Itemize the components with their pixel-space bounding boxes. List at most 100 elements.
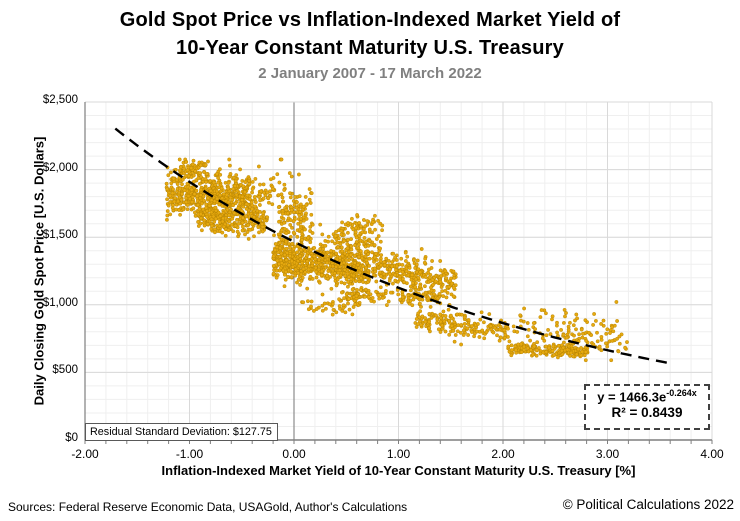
y-tick-label: $2,000 — [42, 161, 78, 174]
point — [323, 243, 328, 248]
point — [376, 234, 381, 239]
point — [340, 249, 345, 254]
point — [384, 303, 389, 308]
point — [271, 254, 276, 259]
point — [295, 280, 299, 285]
point — [345, 284, 350, 289]
x-tick-label: 4.00 — [700, 447, 724, 461]
point — [378, 274, 383, 279]
point — [455, 329, 460, 334]
point — [428, 304, 433, 309]
point — [284, 246, 289, 251]
point — [455, 312, 460, 317]
point — [435, 320, 439, 325]
point — [304, 217, 309, 221]
sources-note: Sources: Federal Reserve Economic Data, … — [8, 500, 408, 514]
point — [231, 175, 236, 180]
point — [339, 280, 344, 285]
point — [373, 227, 377, 232]
y-tick-label: $1,500 — [42, 229, 78, 242]
point — [178, 186, 183, 191]
point — [416, 311, 421, 316]
point — [399, 256, 404, 261]
point — [276, 205, 281, 210]
point — [227, 157, 232, 162]
point — [226, 186, 231, 191]
point — [452, 339, 457, 344]
point — [196, 203, 200, 207]
point — [296, 221, 301, 226]
point — [350, 312, 355, 317]
point — [355, 287, 359, 292]
point — [571, 354, 576, 359]
point — [364, 249, 368, 254]
residual-note-box: Residual Standard Deviation: $127.75 — [85, 423, 278, 441]
point — [231, 187, 236, 191]
point — [343, 273, 348, 278]
point — [241, 184, 246, 189]
point — [216, 210, 221, 215]
y-tick-label: $0 — [65, 432, 78, 444]
point — [284, 258, 289, 263]
point — [444, 295, 449, 300]
point — [562, 307, 567, 312]
point — [344, 292, 349, 297]
point — [484, 330, 489, 335]
point — [443, 269, 448, 274]
point — [301, 218, 306, 223]
point — [555, 330, 559, 335]
point — [275, 245, 280, 250]
point — [280, 195, 285, 200]
point — [333, 233, 338, 238]
point — [282, 252, 287, 257]
point — [505, 334, 510, 339]
point — [204, 205, 209, 210]
point — [405, 254, 410, 259]
point — [480, 328, 485, 333]
point — [589, 333, 594, 338]
point — [314, 269, 319, 274]
point — [361, 264, 366, 269]
point — [288, 191, 292, 196]
point — [230, 198, 235, 202]
point — [252, 195, 257, 199]
point — [282, 284, 287, 289]
point — [337, 255, 342, 260]
point — [337, 304, 342, 309]
point — [345, 246, 350, 251]
point — [449, 323, 454, 328]
point — [610, 325, 615, 330]
point — [443, 329, 448, 334]
point — [329, 253, 334, 258]
point — [281, 199, 286, 204]
point — [623, 345, 627, 350]
copyright-note: © Political Calculations 2022 — [562, 497, 734, 512]
point — [287, 254, 292, 258]
point — [427, 325, 431, 330]
point — [571, 323, 576, 328]
point — [601, 323, 606, 328]
point — [342, 296, 346, 301]
point — [336, 270, 341, 275]
point — [513, 348, 518, 353]
point — [190, 200, 195, 204]
point — [433, 279, 438, 284]
point — [193, 210, 197, 215]
point — [346, 221, 350, 225]
point — [318, 222, 323, 227]
point — [325, 250, 330, 255]
point — [281, 216, 286, 221]
chart-title-line1: Gold Spot Price vs Inflation-Indexed Mar… — [119, 9, 621, 31]
point — [209, 227, 214, 231]
point — [427, 319, 431, 324]
point — [367, 239, 372, 244]
point — [462, 321, 467, 326]
point — [451, 285, 456, 290]
trendline-r-squared: R² = 0.8439 — [611, 405, 683, 421]
point — [544, 333, 549, 338]
point — [400, 262, 405, 267]
point — [415, 258, 420, 263]
point — [241, 204, 246, 209]
y-tick-label: $500 — [52, 364, 78, 377]
point — [363, 294, 367, 299]
